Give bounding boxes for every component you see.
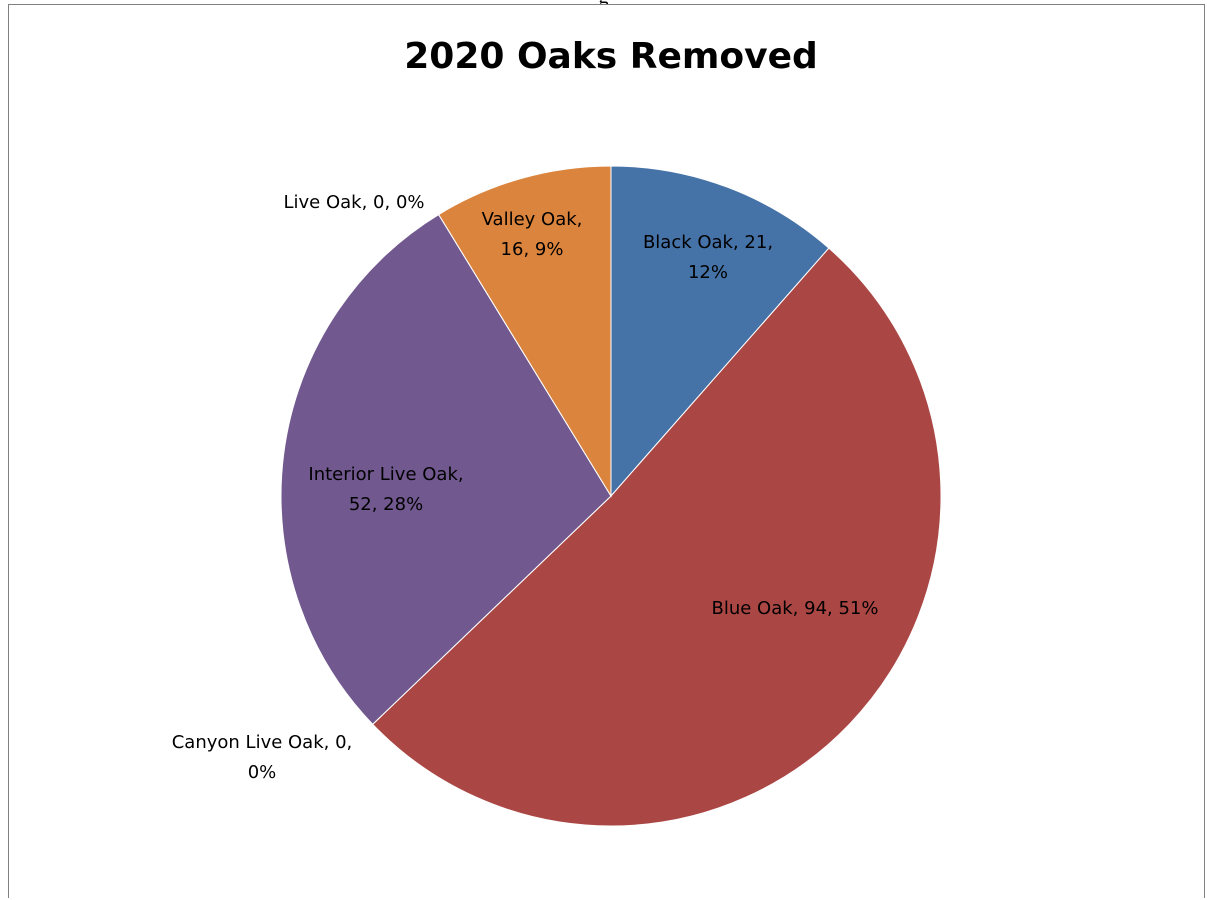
- data-label-interior-live-oak: Interior Live Oak, 52, 28%: [308, 464, 463, 515]
- data-label-live-oak: Live Oak, 0, 0%: [284, 192, 425, 213]
- data-label-black-oak: Black Oak, 21, 12%: [643, 232, 773, 283]
- slice-valley-oak: [438, 165, 612, 498]
- slice-black-oak: [610, 165, 830, 498]
- slice-interior-live-oak: [280, 213, 612, 725]
- data-label-canyon-live-oak: Canyon Live Oak, 0, 0%: [172, 732, 353, 783]
- pie-slices: [280, 165, 942, 827]
- slice-blue-oak: [371, 247, 942, 827]
- data-label-blue-oak: Blue Oak, 94, 51%: [712, 598, 879, 619]
- pie-data-labels: Black Oak, 21, 12% Blue Oak, 94, 51% Canyon…: [172, 192, 879, 783]
- data-label-valley-oak: Valley Oak, 16, 9%: [482, 209, 583, 260]
- chart-title: 2020 Oaks Removed: [404, 36, 818, 77]
